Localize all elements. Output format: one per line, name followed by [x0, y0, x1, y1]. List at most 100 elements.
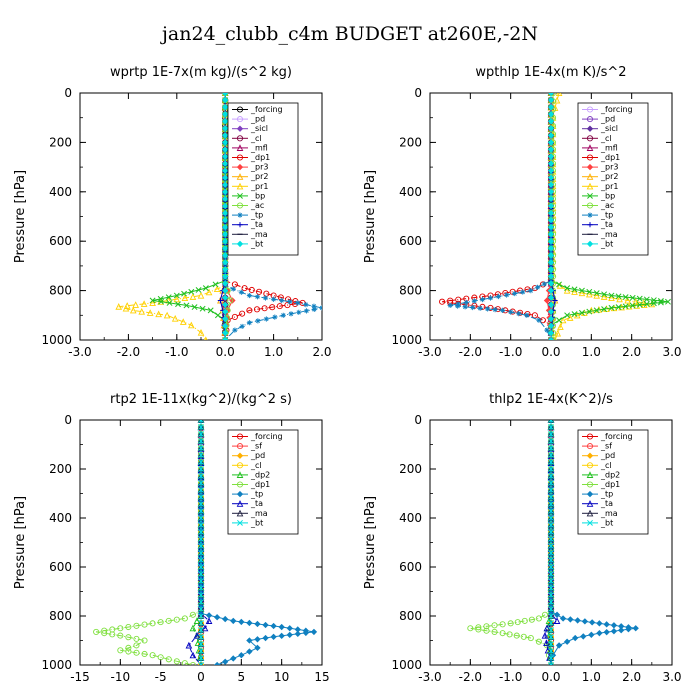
data-point-marker — [239, 310, 246, 317]
legend-entry: _forcing — [250, 105, 283, 114]
data-point-marker — [475, 624, 482, 631]
legend-marker — [586, 182, 594, 190]
data-point-marker — [622, 303, 629, 310]
data-point-marker — [548, 585, 554, 591]
data-point-marker — [528, 288, 534, 294]
data-point-marker — [141, 637, 148, 644]
y-tick-label: 0 — [414, 86, 422, 100]
x-tick-label: 2.0 — [312, 345, 331, 359]
data-point-marker — [610, 622, 618, 629]
data-point-marker — [593, 290, 600, 297]
data-point-marker — [109, 631, 116, 638]
y-tick-label: 400 — [49, 185, 72, 199]
data-point-marker — [189, 661, 196, 665]
data-point-marker — [548, 522, 554, 528]
data-point-marker — [622, 294, 629, 301]
data-point-marker — [198, 445, 204, 451]
data-point-marker — [507, 620, 514, 627]
data-point-marker — [504, 292, 510, 298]
data-point-marker — [198, 641, 204, 647]
data-point-marker — [548, 578, 554, 584]
data-point-marker — [548, 641, 554, 647]
data-point-marker — [566, 314, 574, 321]
data-point-marker — [548, 634, 554, 640]
data-point-marker — [572, 634, 579, 642]
legend-marker — [236, 481, 244, 488]
data-point-marker — [294, 630, 301, 638]
series-line-dp1 — [470, 420, 552, 665]
data-point-marker — [288, 311, 294, 317]
data-point-marker — [547, 280, 555, 287]
data-point-marker — [205, 288, 213, 296]
data-point-marker — [608, 294, 615, 302]
legend-marker — [586, 490, 594, 498]
data-point-marker — [241, 285, 248, 292]
data-point-marker — [295, 300, 301, 306]
data-point-marker — [610, 628, 618, 635]
data-point-marker — [475, 626, 482, 633]
data-point-marker — [548, 550, 554, 556]
data-point-marker — [632, 625, 639, 632]
y-axis-label: Pressure [hPa] — [363, 170, 378, 263]
legend-marker — [586, 443, 594, 450]
data-point-marker — [93, 628, 100, 635]
y-tick-label: 400 — [399, 511, 422, 525]
data-point-marker — [201, 624, 209, 632]
data-point-marker — [254, 636, 261, 643]
data-point-marker — [181, 290, 188, 297]
x-tick-label: 0.0 — [216, 345, 235, 359]
x-tick-label: -3.0 — [68, 345, 91, 359]
data-point-marker — [548, 508, 554, 514]
data-point-marker — [248, 286, 255, 294]
data-point-marker — [198, 522, 204, 528]
data-point-marker — [499, 621, 506, 628]
data-point-marker — [173, 295, 181, 303]
data-point-marker — [101, 627, 108, 634]
data-point-marker — [222, 111, 229, 118]
legend-marker — [587, 212, 593, 218]
y-tick-label: 400 — [49, 511, 72, 525]
x-tick-label: -2.0 — [117, 345, 140, 359]
data-point-marker — [149, 620, 156, 627]
data-point-marker — [157, 654, 164, 661]
data-point-marker — [280, 312, 286, 318]
data-point-marker — [593, 307, 600, 314]
legend-marker — [586, 433, 594, 440]
data-point-marker — [173, 292, 180, 299]
data-point-marker — [601, 291, 608, 298]
data-point-marker — [487, 295, 494, 301]
data-point-marker — [138, 307, 146, 315]
data-point-marker — [125, 634, 132, 641]
data-point-marker — [564, 285, 571, 292]
series-group — [115, 93, 322, 340]
data-point-marker — [563, 638, 571, 645]
legend-marker — [236, 125, 244, 132]
data-point-marker — [222, 160, 229, 167]
legend-marker — [586, 452, 594, 459]
data-point-marker — [222, 103, 229, 111]
legend-entry: _ma — [600, 230, 618, 239]
data-point-marker — [535, 638, 542, 645]
data-point-marker — [547, 238, 555, 245]
data-point-marker — [516, 311, 522, 317]
data-point-marker — [548, 655, 554, 661]
legend-entry: _pd — [250, 451, 265, 460]
legend-marker — [236, 154, 244, 161]
data-point-marker — [548, 571, 554, 577]
y-tick-label: 600 — [49, 560, 72, 574]
data-point-marker — [657, 297, 664, 304]
legend-marker — [586, 116, 594, 123]
legend-marker — [586, 163, 594, 171]
figure-title: jan24_clubb_c4m BUDGET at260E,-2N — [160, 23, 538, 45]
data-point-marker — [173, 658, 180, 665]
legend-marker — [236, 116, 244, 123]
data-point-marker — [629, 294, 636, 301]
data-point-marker — [198, 515, 204, 521]
data-point-marker — [548, 431, 554, 437]
data-point-marker — [179, 318, 187, 325]
data-point-marker — [198, 634, 204, 640]
data-point-marker — [547, 294, 555, 301]
data-point-marker — [541, 281, 547, 287]
data-point-marker — [189, 651, 197, 659]
data-point-marker — [222, 209, 229, 217]
